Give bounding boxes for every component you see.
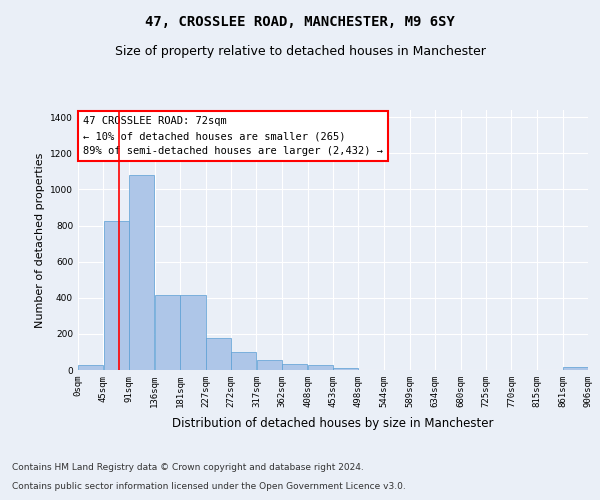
Bar bbox=[257, 360, 281, 370]
Bar bbox=[78, 366, 103, 370]
Bar bbox=[333, 368, 358, 370]
Text: Contains public sector information licensed under the Open Government Licence v3: Contains public sector information licen… bbox=[12, 482, 406, 491]
Bar bbox=[104, 221, 129, 370]
Text: Distribution of detached houses by size in Manchester: Distribution of detached houses by size … bbox=[172, 418, 494, 430]
Bar bbox=[180, 295, 206, 370]
Bar bbox=[232, 352, 256, 370]
Bar bbox=[130, 175, 154, 370]
Bar bbox=[308, 366, 333, 370]
Text: Contains HM Land Registry data © Crown copyright and database right 2024.: Contains HM Land Registry data © Crown c… bbox=[12, 464, 364, 472]
Text: 47, CROSSLEE ROAD, MANCHESTER, M9 6SY: 47, CROSSLEE ROAD, MANCHESTER, M9 6SY bbox=[145, 15, 455, 29]
Y-axis label: Number of detached properties: Number of detached properties bbox=[35, 152, 44, 328]
Text: Size of property relative to detached houses in Manchester: Size of property relative to detached ho… bbox=[115, 45, 485, 58]
Bar bbox=[206, 338, 231, 370]
Bar bbox=[563, 368, 588, 370]
Bar bbox=[282, 364, 307, 370]
Text: 47 CROSSLEE ROAD: 72sqm
← 10% of detached houses are smaller (265)
89% of semi-d: 47 CROSSLEE ROAD: 72sqm ← 10% of detache… bbox=[83, 116, 383, 156]
Bar bbox=[155, 295, 179, 370]
